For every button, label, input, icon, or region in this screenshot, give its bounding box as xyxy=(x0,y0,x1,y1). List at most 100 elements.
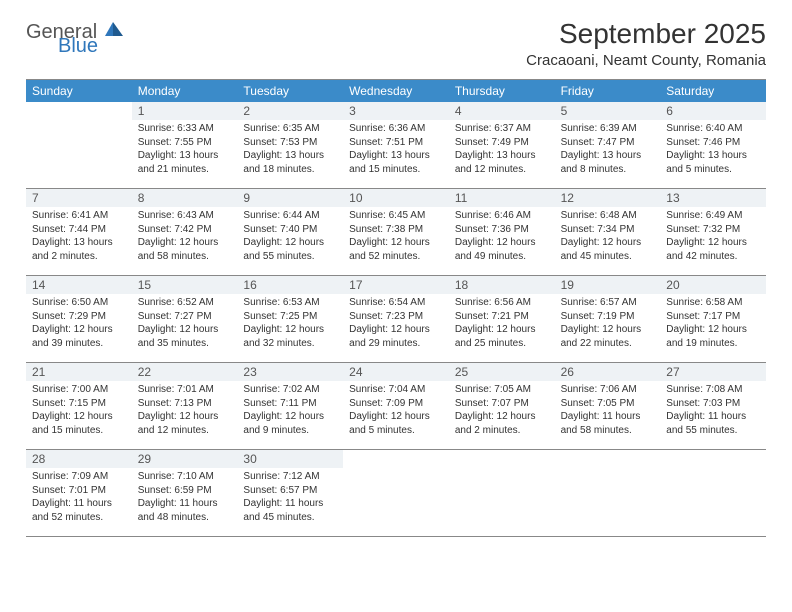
day-number: 23 xyxy=(237,363,343,381)
day-daylight2: and 15 minutes. xyxy=(349,163,443,177)
day-number: 1 xyxy=(132,102,238,120)
day-sunset: Sunset: 7:32 PM xyxy=(666,223,760,237)
calendar-cell: 30Sunrise: 7:12 AMSunset: 6:57 PMDayligh… xyxy=(237,450,343,536)
day-body: Sunrise: 6:35 AMSunset: 7:53 PMDaylight:… xyxy=(237,120,343,182)
day-body: Sunrise: 6:36 AMSunset: 7:51 PMDaylight:… xyxy=(343,120,449,182)
day-number: 18 xyxy=(449,276,555,294)
day-sunset: Sunset: 7:46 PM xyxy=(666,136,760,150)
day-body: Sunrise: 6:54 AMSunset: 7:23 PMDaylight:… xyxy=(343,294,449,356)
weeks-container: 1 Sunrise: 6:33 AMSunset: 7:55 PM Daylight… xyxy=(26,102,766,537)
day-body: Sunrise: 6:44 AMSunset: 7:40 PMDaylight:… xyxy=(237,207,343,269)
week-row: 7Sunrise: 6:41 AMSunset: 7:44 PMDaylight… xyxy=(26,189,766,276)
calendar-cell: 9Sunrise: 6:44 AMSunset: 7:40 PMDaylight… xyxy=(237,189,343,275)
day-daylight1: Daylight: 12 hours xyxy=(32,410,126,424)
day-body: Sunrise: 7:02 AMSunset: 7:11 PMDaylight:… xyxy=(237,381,343,443)
day-sunrise: Sunrise: 6:33 AM xyxy=(138,122,232,136)
calendar-cell: 5Sunrise: 6:39 AMSunset: 7:47 PMDaylight… xyxy=(555,102,661,188)
day-body: Sunrise: 7:10 AMSunset: 6:59 PMDaylight:… xyxy=(132,468,238,530)
logo-text: General Blue xyxy=(26,22,123,56)
calendar-cell: 6Sunrise: 6:40 AMSunset: 7:46 PMDaylight… xyxy=(660,102,766,188)
day-body: Sunrise: 6:53 AMSunset: 7:25 PMDaylight:… xyxy=(237,294,343,356)
day-number: 29 xyxy=(132,450,238,468)
day-body: Sunrise: 6:56 AMSunset: 7:21 PMDaylight:… xyxy=(449,294,555,356)
day-sunrise: Sunrise: 6:54 AM xyxy=(349,296,443,310)
day-sunset: Sunset: 7:53 PM xyxy=(243,136,337,150)
calendar-grid: Sunday Monday Tuesday Wednesday Thursday… xyxy=(26,79,766,537)
calendar-cell: 11Sunrise: 6:46 AMSunset: 7:36 PMDayligh… xyxy=(449,189,555,275)
day-number: 26 xyxy=(555,363,661,381)
day-sunrise: Sunrise: 6:48 AM xyxy=(561,209,655,223)
day-body: Sunrise: 7:08 AMSunset: 7:03 PMDaylight:… xyxy=(660,381,766,443)
day-daylight2: and 52 minutes. xyxy=(349,250,443,264)
calendar-cell: 23Sunrise: 7:02 AMSunset: 7:11 PMDayligh… xyxy=(237,363,343,449)
day-sunset: Sunset: 7:55 PM xyxy=(138,136,232,150)
day-body: Sunrise: 6:50 AMSunset: 7:29 PMDaylight:… xyxy=(26,294,132,356)
day-daylight1: Daylight: 11 hours xyxy=(243,497,337,511)
day-sunset: Sunset: 7:29 PM xyxy=(32,310,126,324)
calendar-cell: 10Sunrise: 6:45 AMSunset: 7:38 PMDayligh… xyxy=(343,189,449,275)
calendar-page: General Blue September 2025 Cracaoani, N… xyxy=(0,0,792,547)
day-body: Sunrise: 6:43 AMSunset: 7:42 PMDaylight:… xyxy=(132,207,238,269)
day-body: Sunrise: 7:12 AMSunset: 6:57 PMDaylight:… xyxy=(237,468,343,530)
logo-triangle-icon xyxy=(105,22,113,36)
day-number: 27 xyxy=(660,363,766,381)
day-number: 12 xyxy=(555,189,661,207)
day-daylight2: and 32 minutes. xyxy=(243,337,337,351)
day-daylight1: Daylight: 11 hours xyxy=(561,410,655,424)
day-body: Sunrise: 6:49 AMSunset: 7:32 PMDaylight:… xyxy=(660,207,766,269)
day-daylight1: Daylight: 13 hours xyxy=(455,149,549,163)
day-sunset: Sunset: 7:19 PM xyxy=(561,310,655,324)
day-number: 8 xyxy=(132,189,238,207)
dayname-sunday: Sunday xyxy=(26,80,132,102)
day-sunset: Sunset: 7:44 PM xyxy=(32,223,126,237)
calendar-cell xyxy=(449,450,555,536)
calendar-cell: 4Sunrise: 6:37 AMSunset: 7:49 PMDaylight… xyxy=(449,102,555,188)
day-sunset: Sunset: 7:34 PM xyxy=(561,223,655,237)
day-sunrise: Sunrise: 6:37 AM xyxy=(455,122,549,136)
day-number: 2 xyxy=(237,102,343,120)
day-number: 10 xyxy=(343,189,449,207)
day-number: 24 xyxy=(343,363,449,381)
day-body: Sunrise: 6:48 AMSunset: 7:34 PMDaylight:… xyxy=(555,207,661,269)
day-number: 11 xyxy=(449,189,555,207)
day-daylight1: Daylight: 12 hours xyxy=(243,410,337,424)
day-sunrise: Sunrise: 7:12 AM xyxy=(243,470,337,484)
calendar-cell: 28Sunrise: 7:09 AMSunset: 7:01 PMDayligh… xyxy=(26,450,132,536)
day-body: Sunrise: 7:04 AMSunset: 7:09 PMDaylight:… xyxy=(343,381,449,443)
calendar-cell: 26Sunrise: 7:06 AMSunset: 7:05 PMDayligh… xyxy=(555,363,661,449)
day-body: Sunrise: 7:09 AMSunset: 7:01 PMDaylight:… xyxy=(26,468,132,530)
calendar-cell: 27Sunrise: 7:08 AMSunset: 7:03 PMDayligh… xyxy=(660,363,766,449)
calendar-cell: 25Sunrise: 7:05 AMSunset: 7:07 PMDayligh… xyxy=(449,363,555,449)
day-sunrise: Sunrise: 6:56 AM xyxy=(455,296,549,310)
day-daylight2: and 58 minutes. xyxy=(138,250,232,264)
day-daylight2: and 15 minutes. xyxy=(32,424,126,438)
day-number: 21 xyxy=(26,363,132,381)
day-sunset: Sunset: 7:42 PM xyxy=(138,223,232,237)
day-sunset: Sunset: 7:05 PM xyxy=(561,397,655,411)
day-daylight1: Daylight: 11 hours xyxy=(32,497,126,511)
day-daylight2: and 39 minutes. xyxy=(32,337,126,351)
week-row: 28Sunrise: 7:09 AMSunset: 7:01 PMDayligh… xyxy=(26,450,766,537)
day-daylight2: and 45 minutes. xyxy=(243,511,337,525)
day-daylight2: and 5 minutes. xyxy=(666,163,760,177)
day-body: Sunrise: 6:57 AMSunset: 7:19 PMDaylight:… xyxy=(555,294,661,356)
dayname-friday: Friday xyxy=(555,80,661,102)
day-sunset: Sunset: 7:01 PM xyxy=(32,484,126,498)
day-number: 17 xyxy=(343,276,449,294)
day-sunrise: Sunrise: 7:10 AM xyxy=(138,470,232,484)
day-sunset: Sunset: 7:23 PM xyxy=(349,310,443,324)
calendar-cell: 14Sunrise: 6:50 AMSunset: 7:29 PMDayligh… xyxy=(26,276,132,362)
day-sunrise: Sunrise: 7:04 AM xyxy=(349,383,443,397)
calendar-cell: 15Sunrise: 6:52 AMSunset: 7:27 PMDayligh… xyxy=(132,276,238,362)
day-sunset: Sunset: 7:36 PM xyxy=(455,223,549,237)
day-daylight1: Daylight: 13 hours xyxy=(561,149,655,163)
calendar-cell: 22Sunrise: 7:01 AMSunset: 7:13 PMDayligh… xyxy=(132,363,238,449)
day-daylight1: Daylight: 12 hours xyxy=(138,410,232,424)
day-sunrise: Sunrise: 6:45 AM xyxy=(349,209,443,223)
day-daylight2: and 45 minutes. xyxy=(561,250,655,264)
day-sunrise: Sunrise: 6:50 AM xyxy=(32,296,126,310)
day-daylight1: Daylight: 12 hours xyxy=(561,236,655,250)
day-daylight1: Daylight: 12 hours xyxy=(349,410,443,424)
day-daylight1: Daylight: 11 hours xyxy=(138,497,232,511)
day-sunset: Sunset: 7:38 PM xyxy=(349,223,443,237)
